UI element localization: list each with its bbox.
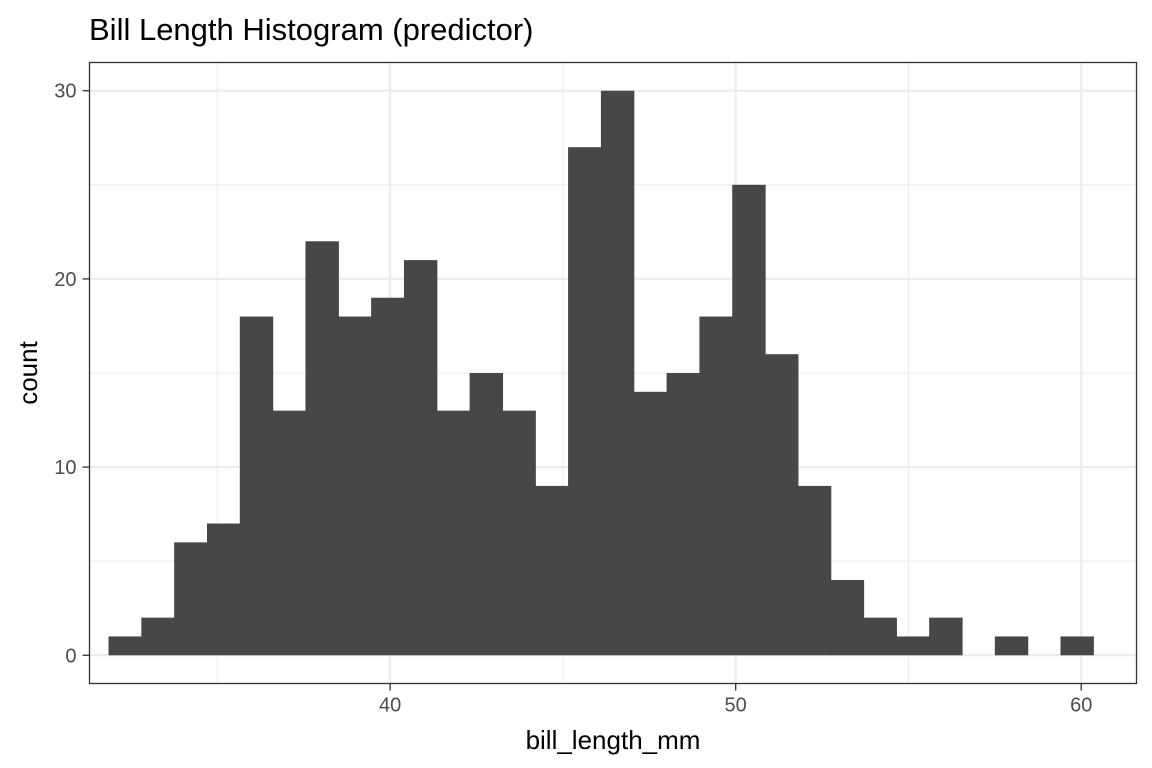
histogram-bar (469, 373, 504, 656)
histogram-bar (206, 523, 241, 656)
x-tick-label: 50 (725, 695, 747, 717)
histogram-bar (929, 617, 963, 656)
x-axis-title: bill_length_mm (526, 725, 701, 755)
histogram-bar (535, 485, 569, 656)
histogram-bar (305, 241, 339, 656)
histogram-bar (371, 297, 405, 656)
y-tick-label: 20 (54, 269, 76, 291)
y-tick-label: 10 (54, 457, 76, 479)
histogram-bar (141, 617, 175, 656)
histogram-bar (174, 542, 208, 656)
histogram-bar (699, 316, 733, 656)
histogram-bar (108, 636, 142, 656)
chart-title: Bill Length Histogram (predictor) (89, 12, 534, 47)
histogram-bar (239, 316, 274, 656)
histogram-bar (502, 410, 536, 656)
histogram-bar (863, 617, 897, 656)
histogram-bar (403, 260, 438, 656)
histogram-bar (732, 184, 766, 656)
histogram-bar (797, 485, 832, 656)
y-tick-label: 0 (65, 645, 76, 667)
histogram-bar (272, 410, 307, 656)
histogram-bars (108, 90, 1094, 656)
histogram-bar (568, 147, 602, 656)
histogram-bar (338, 316, 372, 656)
histogram-bar (666, 373, 700, 656)
histogram-bar (633, 391, 668, 656)
histogram-bar (994, 636, 1029, 656)
y-tick-label: 30 (54, 81, 76, 103)
y-axis: 0 10 20 30 (54, 81, 90, 667)
histogram-bar (600, 90, 635, 656)
histogram-bar (1060, 636, 1094, 656)
histogram-bar (896, 636, 930, 656)
x-tick-label: 40 (379, 695, 401, 717)
histogram-bar (436, 410, 471, 656)
panel-border (88, 61, 1138, 685)
x-tick-label: 60 (1070, 695, 1092, 717)
histogram-bar (830, 580, 865, 656)
histogram-bar (765, 354, 799, 656)
x-axis: 40 50 60 (379, 683, 1092, 717)
y-axis-title: count (13, 340, 43, 404)
